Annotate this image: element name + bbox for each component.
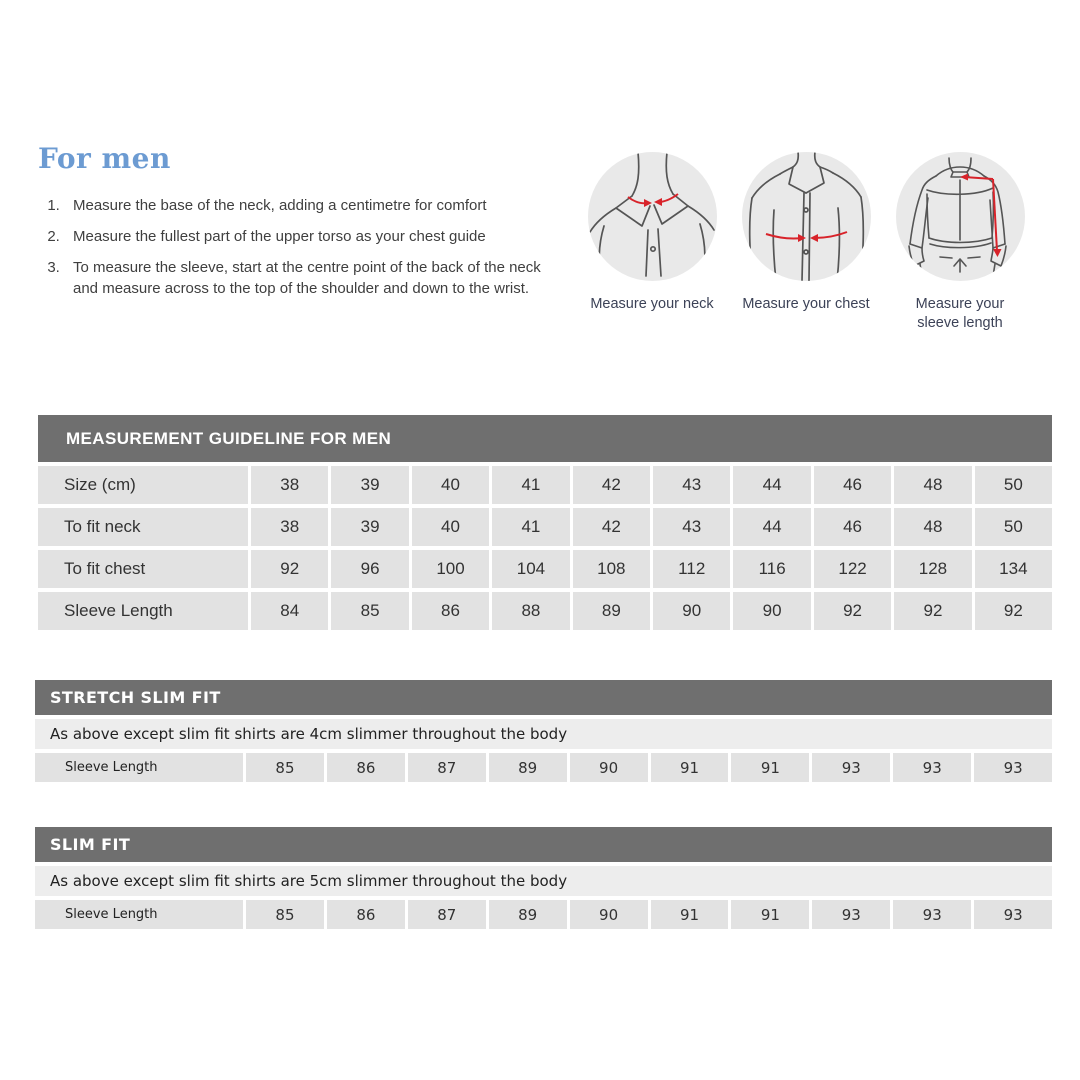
row-label: Sleeve Length xyxy=(35,900,243,929)
size-value-cell: 87 xyxy=(407,753,486,782)
size-value-cell: 50 xyxy=(974,508,1053,546)
size-value-cell: 90 xyxy=(653,592,731,630)
table-row-size: Size (cm) 38 39 40 41 42 43 44 46 48 50 xyxy=(38,466,1053,504)
size-value-cell: 93 xyxy=(974,753,1053,782)
size-value-cell: 40 xyxy=(411,508,490,546)
size-value-cell: 104 xyxy=(492,550,570,588)
row-label: Size (cm) xyxy=(38,466,248,504)
page-title: For men xyxy=(38,142,171,175)
size-value-cell: 48 xyxy=(894,508,972,546)
size-value-cell: 93 xyxy=(812,900,891,929)
figure-caption: Measure your sleeve length xyxy=(915,296,1005,332)
table-row-sleeve: Sleeve Length 84 85 86 88 89 90 90 92 92 92 xyxy=(38,592,1053,630)
figure-caption: Measure your neck xyxy=(590,296,714,312)
size-value-cell: 90 xyxy=(569,753,648,782)
slim-fit-title-banner: SLIM FIT xyxy=(35,827,1052,862)
size-value-cell: 44 xyxy=(733,508,811,546)
size-value-cell: 38 xyxy=(251,466,329,504)
size-value-cell: 91 xyxy=(650,753,729,782)
stretch-slim-fit-title-banner: STRETCH SLIM FIT xyxy=(35,680,1052,715)
row-label: Sleeve Length xyxy=(35,753,243,782)
size-value-cell: 84 xyxy=(251,592,329,630)
size-value-cell: 86 xyxy=(326,753,405,782)
size-value-cell: 39 xyxy=(331,508,409,546)
row-label: To fit chest xyxy=(38,550,248,588)
size-value-cell: 91 xyxy=(650,900,729,929)
size-value-cell: 108 xyxy=(572,550,651,588)
size-value-cell: 85 xyxy=(331,592,409,630)
row-label: Sleeve Length xyxy=(38,592,248,630)
size-value-cell: 90 xyxy=(569,900,648,929)
size-value-cell: 40 xyxy=(411,466,490,504)
size-value-cell: 42 xyxy=(572,508,651,546)
size-value-cell: 92 xyxy=(894,592,972,630)
table-row-sleeve: Sleeve Length 85 86 87 89 90 91 91 93 93 93 xyxy=(35,900,1053,929)
chest-measure-illustration xyxy=(741,152,871,281)
size-value-cell: 43 xyxy=(653,508,731,546)
size-value-cell: 88 xyxy=(492,592,570,630)
size-value-cell: 134 xyxy=(974,550,1053,588)
size-value-cell: 42 xyxy=(572,466,651,504)
size-value-cell: 50 xyxy=(974,466,1053,504)
neck-measure-illustration xyxy=(587,152,717,281)
instruction-item: To measure the sleeve, start at the cent… xyxy=(64,257,566,301)
size-value-cell: 89 xyxy=(488,753,567,782)
size-value-cell: 91 xyxy=(731,900,810,929)
size-value-cell: 116 xyxy=(733,550,811,588)
size-value-cell: 86 xyxy=(326,900,405,929)
figure-caption: Measure your chest xyxy=(742,296,870,312)
figure-neck: Measure your neck xyxy=(586,152,718,333)
size-value-cell: 122 xyxy=(813,550,892,588)
measuring-instructions-list: Measure the base of the neck, adding a c… xyxy=(38,195,566,300)
size-value-cell: 112 xyxy=(653,550,731,588)
size-value-cell: 92 xyxy=(974,592,1053,630)
size-value-cell: 86 xyxy=(411,592,490,630)
measurement-guideline-table: MEASUREMENT GUIDELINE FOR MEN Size (cm) 3… xyxy=(38,415,1053,630)
main-table-title-banner: MEASUREMENT GUIDELINE FOR MEN xyxy=(38,415,1052,462)
instruction-item: Measure the fullest part of the upper to… xyxy=(64,226,566,248)
size-value-cell: 38 xyxy=(251,508,329,546)
size-value-cell: 43 xyxy=(653,466,731,504)
figure-sleeve: Measure your sleeve length xyxy=(894,152,1026,333)
size-value-cell: 92 xyxy=(813,592,892,630)
size-value-cell: 85 xyxy=(246,753,324,782)
sleeve-measure-illustration xyxy=(895,152,1025,281)
size-value-cell: 93 xyxy=(974,900,1053,929)
table-row-neck: To fit neck 38 39 40 41 42 43 44 46 48 50 xyxy=(38,508,1053,546)
intro-section: For men Measure the base of the neck, ad… xyxy=(38,142,566,309)
slim-fit-description: As above except slim fit shirts are 5cm … xyxy=(35,866,1052,896)
size-value-cell: 48 xyxy=(894,466,972,504)
size-value-cell: 89 xyxy=(572,592,651,630)
size-value-cell: 41 xyxy=(492,508,570,546)
stretch-slim-fit-section: STRETCH SLIM FIT As above except slim fi… xyxy=(35,680,1053,782)
size-value-cell: 93 xyxy=(893,900,972,929)
size-value-cell: 44 xyxy=(733,466,811,504)
size-value-cell: 91 xyxy=(731,753,810,782)
size-value-cell: 89 xyxy=(488,900,567,929)
size-value-cell: 87 xyxy=(407,900,486,929)
size-value-cell: 39 xyxy=(331,466,409,504)
size-value-cell: 100 xyxy=(411,550,490,588)
size-value-cell: 96 xyxy=(331,550,409,588)
stretch-slim-fit-description: As above except slim fit shirts are 4cm … xyxy=(35,719,1052,749)
table-row-sleeve: Sleeve Length 85 86 87 89 90 91 91 93 93 93 xyxy=(35,753,1053,782)
size-value-cell: 93 xyxy=(893,753,972,782)
row-label: To fit neck xyxy=(38,508,248,546)
figure-chest: Measure your chest xyxy=(740,152,872,333)
slim-fit-section: SLIM FIT As above except slim fit shirts… xyxy=(35,827,1053,929)
size-value-cell: 46 xyxy=(813,508,892,546)
size-value-cell: 92 xyxy=(251,550,329,588)
measure-figures: Measure your neck xyxy=(586,152,1026,333)
size-value-cell: 93 xyxy=(812,753,891,782)
size-value-cell: 46 xyxy=(813,466,892,504)
size-value-cell: 128 xyxy=(894,550,972,588)
table-row-chest: To fit chest 92 96 100 104 108 112 116 122 128 134 xyxy=(38,550,1053,588)
instruction-item: Measure the base of the neck, adding a c… xyxy=(64,195,566,217)
size-value-cell: 41 xyxy=(492,466,570,504)
size-value-cell: 90 xyxy=(733,592,811,630)
size-value-cell: 85 xyxy=(246,900,324,929)
